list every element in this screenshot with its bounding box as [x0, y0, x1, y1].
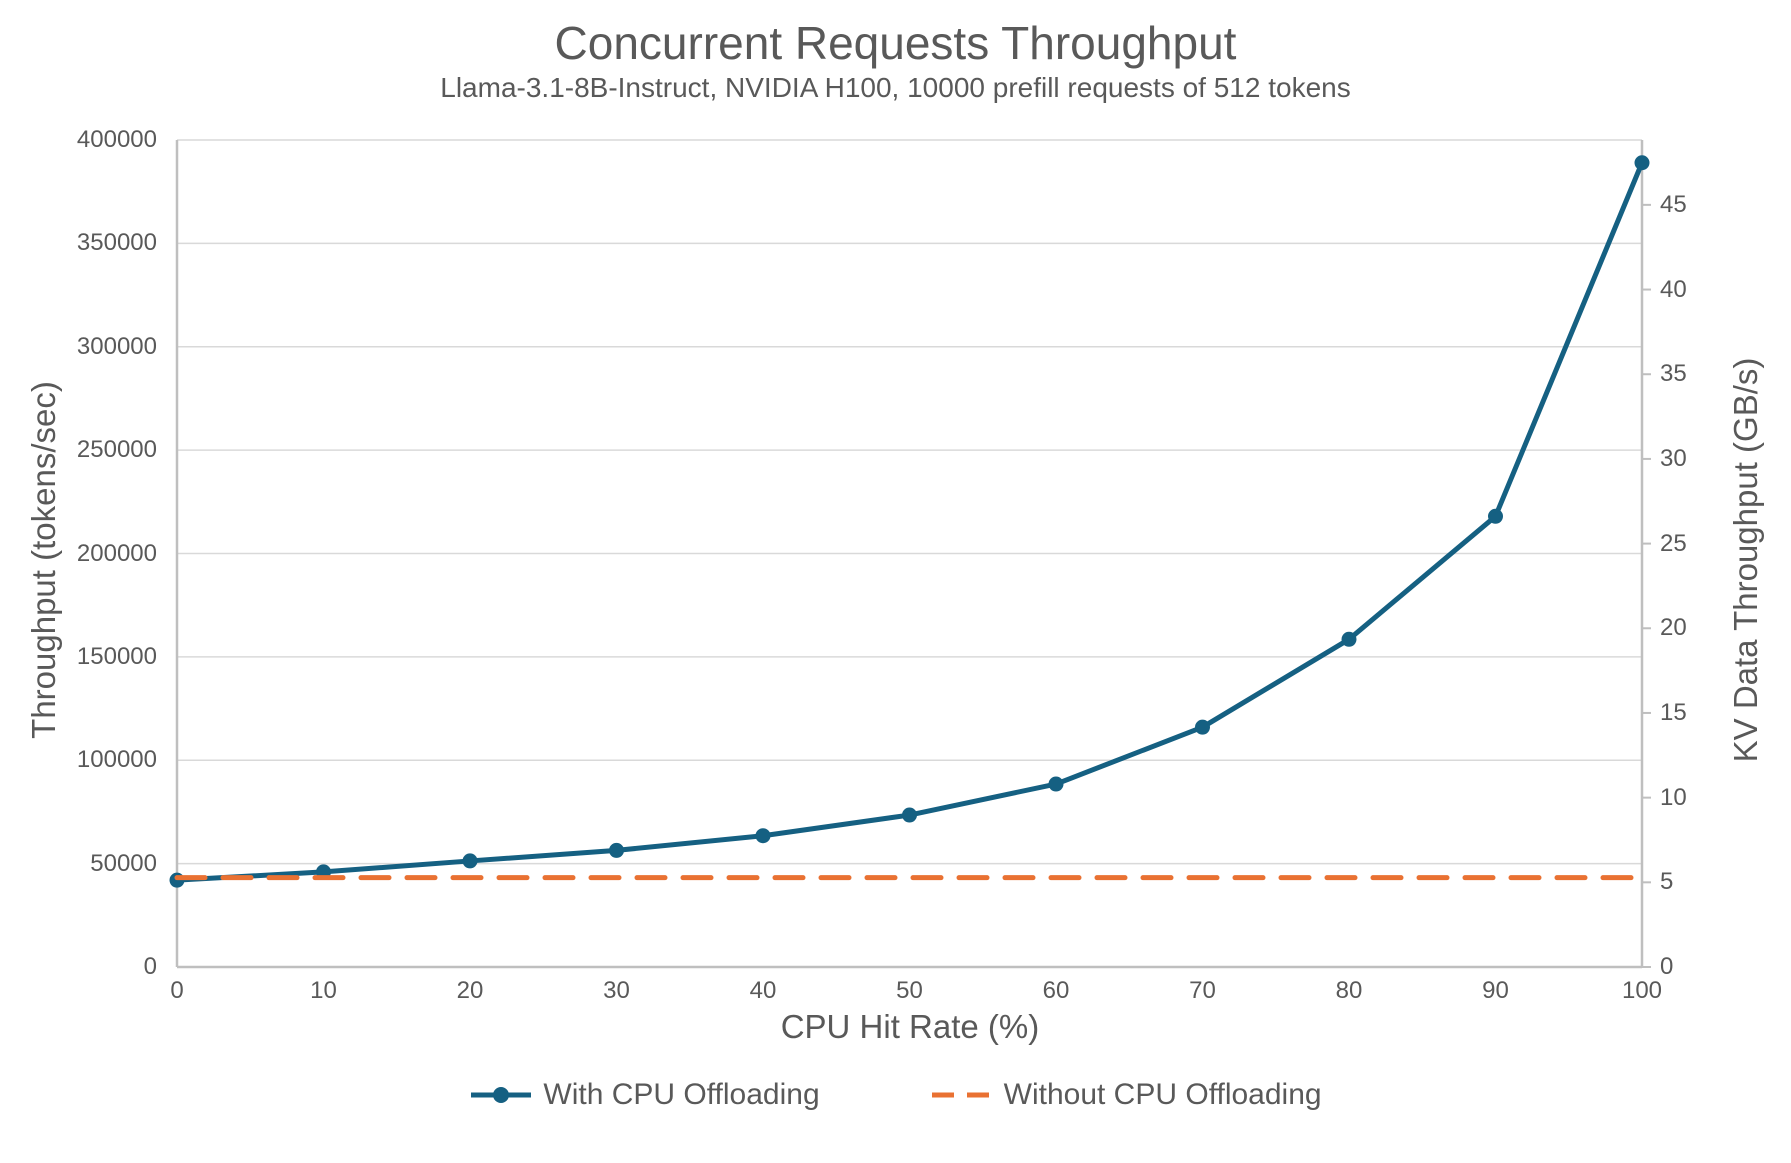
- legend-item-without-cpu-offloading[interactable]: Without CPU Offloading: [930, 1078, 1322, 1112]
- y-axis-tick-label: 200000: [76, 539, 157, 567]
- data-point: [1488, 508, 1503, 524]
- y2-axis-tick-label: 10: [1660, 783, 1687, 811]
- x-axis-tick-label: 20: [456, 977, 484, 1004]
- data-point: [1634, 155, 1650, 171]
- y-axis-tick-label: 0: [143, 953, 157, 980]
- x-axis-tick-label: 80: [1335, 977, 1363, 1004]
- x-axis-tick-label: 60: [1042, 977, 1070, 1004]
- data-point: [609, 842, 624, 858]
- legend-label: Without CPU Offloading: [1003, 1078, 1322, 1111]
- x-axis-tick-label: 90: [1482, 977, 1509, 1004]
- y2-axis-tick-label: 20: [1660, 614, 1687, 642]
- legend-item-with-cpu-offloading[interactable]: With CPU Offloading: [469, 1078, 820, 1112]
- data-point: [1195, 719, 1210, 735]
- x-axis-tick-label: 50: [896, 977, 923, 1004]
- y2-axis-tick-label: 45: [1660, 190, 1687, 218]
- legend-label: With CPU Offloading: [543, 1078, 820, 1111]
- legend: With CPU Offloading Without CPU Offloadi…: [0, 1078, 1791, 1112]
- data-point: [1341, 631, 1357, 647]
- legend-dashed-line-icon: [931, 1092, 992, 1098]
- x-axis-tick-label: 30: [603, 977, 630, 1004]
- x-axis-tick-label: 70: [1189, 977, 1216, 1004]
- y-axis-tick-label: 350000: [76, 229, 157, 257]
- legend-line-marker-icon: [471, 1087, 532, 1103]
- y2-axis-tick-label: 25: [1660, 529, 1687, 557]
- y-axis-tick-label: 400000: [76, 126, 157, 153]
- y-axis-tick-label: 150000: [76, 642, 157, 670]
- y2-axis-tick-label: 30: [1660, 444, 1687, 472]
- x-axis-title: CPU Hit Rate (%): [780, 1008, 1040, 1045]
- y-axis-tick-label: 250000: [76, 436, 157, 464]
- y-axis-tick-label: 50000: [90, 849, 157, 877]
- x-axis-tick-label: 10: [310, 977, 337, 1004]
- chart-subtitle: Llama-3.1-8B-Instruct, NVIDIA H100, 1000…: [440, 72, 1351, 103]
- data-point: [462, 853, 478, 869]
- chart-title: Concurrent Requests Throughput: [554, 17, 1237, 69]
- y2-axis-tick-label: 35: [1660, 360, 1687, 388]
- data-point: [755, 828, 771, 844]
- data-point: [1048, 776, 1064, 792]
- data-point: [902, 807, 917, 823]
- y-axis-tick-label: 300000: [76, 332, 157, 360]
- series-line-0: [174, 160, 1645, 883]
- x-axis-tick-label: 40: [749, 977, 777, 1004]
- y-axis-tick-label: 100000: [76, 746, 157, 774]
- y2-axis-tick-label: 40: [1660, 275, 1687, 303]
- y2-axis-tick-label: 15: [1660, 698, 1687, 726]
- y2-axis-tick-label: 0: [1660, 953, 1674, 980]
- x-axis-tick-label: 0: [170, 977, 184, 1004]
- x-axis-tick-label: 100: [1621, 977, 1663, 1004]
- y2-axis-tick-label: 5: [1660, 868, 1674, 896]
